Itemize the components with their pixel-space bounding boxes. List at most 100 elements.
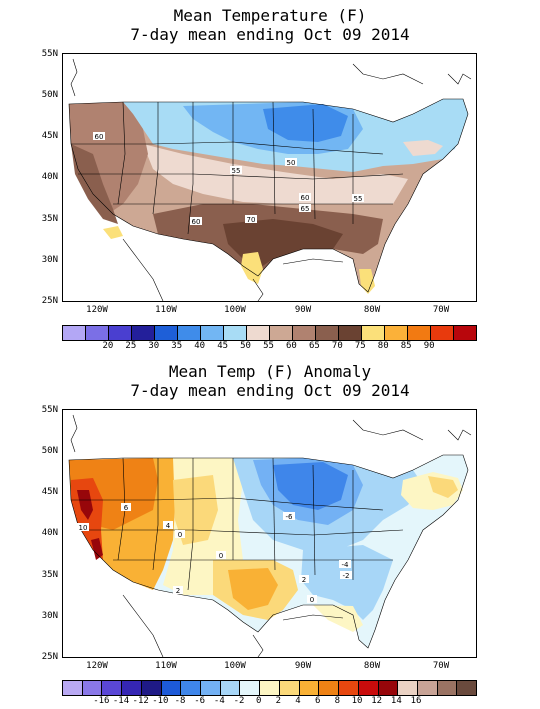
top-color-legend xyxy=(62,325,477,341)
legend-label: 65 xyxy=(308,341,320,351)
top-lon-label: 100W xyxy=(224,305,246,315)
bottom-state-borders xyxy=(68,454,469,649)
legend-swatch xyxy=(86,326,109,340)
legend-label: 4 xyxy=(295,696,301,706)
legend-swatch xyxy=(299,681,320,695)
legend-label: 30 xyxy=(148,341,160,351)
bottom-anomaly-map: 6 10 4 0 2 -6 0 -4 -2 2 0 xyxy=(62,409,477,658)
legend-swatch xyxy=(293,326,316,340)
contour-label: 65 xyxy=(301,205,310,213)
legend-label: -14 xyxy=(112,696,130,706)
bottom-lat-label: 25N xyxy=(41,652,58,662)
legend-label: 70 xyxy=(331,341,343,351)
legend-swatch xyxy=(63,681,83,695)
legend-label: 35 xyxy=(171,341,183,351)
legend-swatch xyxy=(270,326,293,340)
bottom-lat-label: 50N xyxy=(41,446,58,456)
legend-swatch xyxy=(457,681,477,695)
legend-swatch xyxy=(454,326,476,340)
legend-label: 40 xyxy=(194,341,206,351)
legend-swatch xyxy=(181,681,202,695)
contour-label: 4 xyxy=(166,522,171,530)
top-lon-label: 90W xyxy=(294,305,312,315)
legend-label: 2 xyxy=(275,696,282,706)
contour-label: 0 xyxy=(178,531,182,539)
contour-label: -4 xyxy=(342,561,350,569)
legend-label: 8 xyxy=(334,696,341,706)
bottom-lat-label: 30N xyxy=(41,611,58,621)
bottom-title-line2: 7-day mean ending Oct 09 2014 xyxy=(130,381,410,400)
top-contour-labels: 60 55 50 60 65 55 60 70 xyxy=(93,132,364,226)
legend-swatch xyxy=(339,326,362,340)
legend-label: 20 xyxy=(102,341,114,351)
legend-label: -2 xyxy=(233,696,245,706)
bottom-lat-label: 35N xyxy=(41,570,58,580)
contour-label: 60 xyxy=(301,194,310,202)
bottom-contour-labels: 6 10 4 0 2 -6 0 -4 -2 2 0 xyxy=(77,503,352,604)
legend-swatch xyxy=(437,681,458,695)
legend-swatch xyxy=(279,681,300,695)
top-lat-label: 45N xyxy=(41,131,58,141)
legend-swatch xyxy=(319,681,340,695)
bottom-lat-label: 45N xyxy=(41,487,58,497)
legend-label: 75 xyxy=(354,341,366,351)
bottom-title-line1: Mean Temp (F) Anomaly xyxy=(168,362,372,381)
contour-label: 0 xyxy=(310,596,314,604)
bottom-lon-label: 90W xyxy=(294,661,312,671)
legend-swatch xyxy=(316,326,339,340)
contour-label: 6 xyxy=(124,504,129,512)
legend-label: -10 xyxy=(152,696,169,706)
legend-label: 50 xyxy=(240,341,251,351)
legend-label: 14 xyxy=(390,696,402,706)
legend-swatch xyxy=(82,681,103,695)
bottom-legend-labels: -16 -14 -12 -10 -8 -6 -4 -2 0 2 4 6 8 10 12 14 16 xyxy=(62,696,475,708)
legend-swatch xyxy=(63,326,86,340)
contour-label: 50 xyxy=(287,159,296,167)
legend-swatch xyxy=(378,681,399,695)
bottom-lon-label: 120W xyxy=(86,661,108,671)
legend-label: 25 xyxy=(125,341,137,351)
legend-label: -8 xyxy=(174,696,186,706)
legend-swatch xyxy=(358,681,379,695)
top-map-svg: 60 55 50 60 65 55 60 70 xyxy=(63,54,476,301)
legend-swatch xyxy=(220,681,241,695)
bottom-lat-label: 40N xyxy=(41,528,58,538)
top-title-line1: Mean Temperature (F) xyxy=(173,6,367,25)
legend-label: 0 xyxy=(255,696,262,706)
top-lat-label: 40N xyxy=(41,172,58,182)
legend-swatch xyxy=(201,326,224,340)
legend-swatch xyxy=(224,326,247,340)
legend-swatch xyxy=(141,681,162,695)
contour-label: -6 xyxy=(286,513,294,521)
contour-label: 70 xyxy=(247,216,256,224)
legend-swatch xyxy=(161,681,182,695)
legend-swatch xyxy=(155,326,178,340)
legend-swatch xyxy=(201,681,221,695)
top-temperature-map: 60 55 50 60 65 55 60 70 xyxy=(62,53,477,302)
legend-swatch xyxy=(240,681,261,695)
legend-swatch xyxy=(417,681,438,695)
legend-label: 80 xyxy=(377,341,389,351)
legend-swatch xyxy=(398,681,418,695)
top-lat-label: 35N xyxy=(41,214,58,224)
legend-label: -4 xyxy=(213,696,225,706)
legend-swatch xyxy=(408,326,431,340)
legend-label: -6 xyxy=(194,696,206,706)
contour-label: -2 xyxy=(343,572,350,580)
contour-label: 10 xyxy=(79,524,88,532)
legend-swatch xyxy=(178,326,201,340)
bottom-lon-label: 80W xyxy=(363,661,381,671)
top-legend-labels: 20 25 30 35 40 45 50 55 60 65 70 75 80 85 90 xyxy=(62,341,475,353)
legend-label: 85 xyxy=(400,341,412,351)
contour-label: 55 xyxy=(354,195,363,203)
legend-swatch xyxy=(339,681,359,695)
bottom-color-legend xyxy=(62,680,477,696)
legend-label: 6 xyxy=(314,696,321,706)
top-lat-label: 25N xyxy=(41,296,58,306)
top-lat-label: 30N xyxy=(41,255,58,265)
legend-swatch xyxy=(431,326,454,340)
legend-label: 90 xyxy=(423,341,435,351)
top-lon-label: 80W xyxy=(363,305,381,315)
bottom-lon-label: 100W xyxy=(224,661,246,671)
top-state-borders xyxy=(68,98,469,293)
